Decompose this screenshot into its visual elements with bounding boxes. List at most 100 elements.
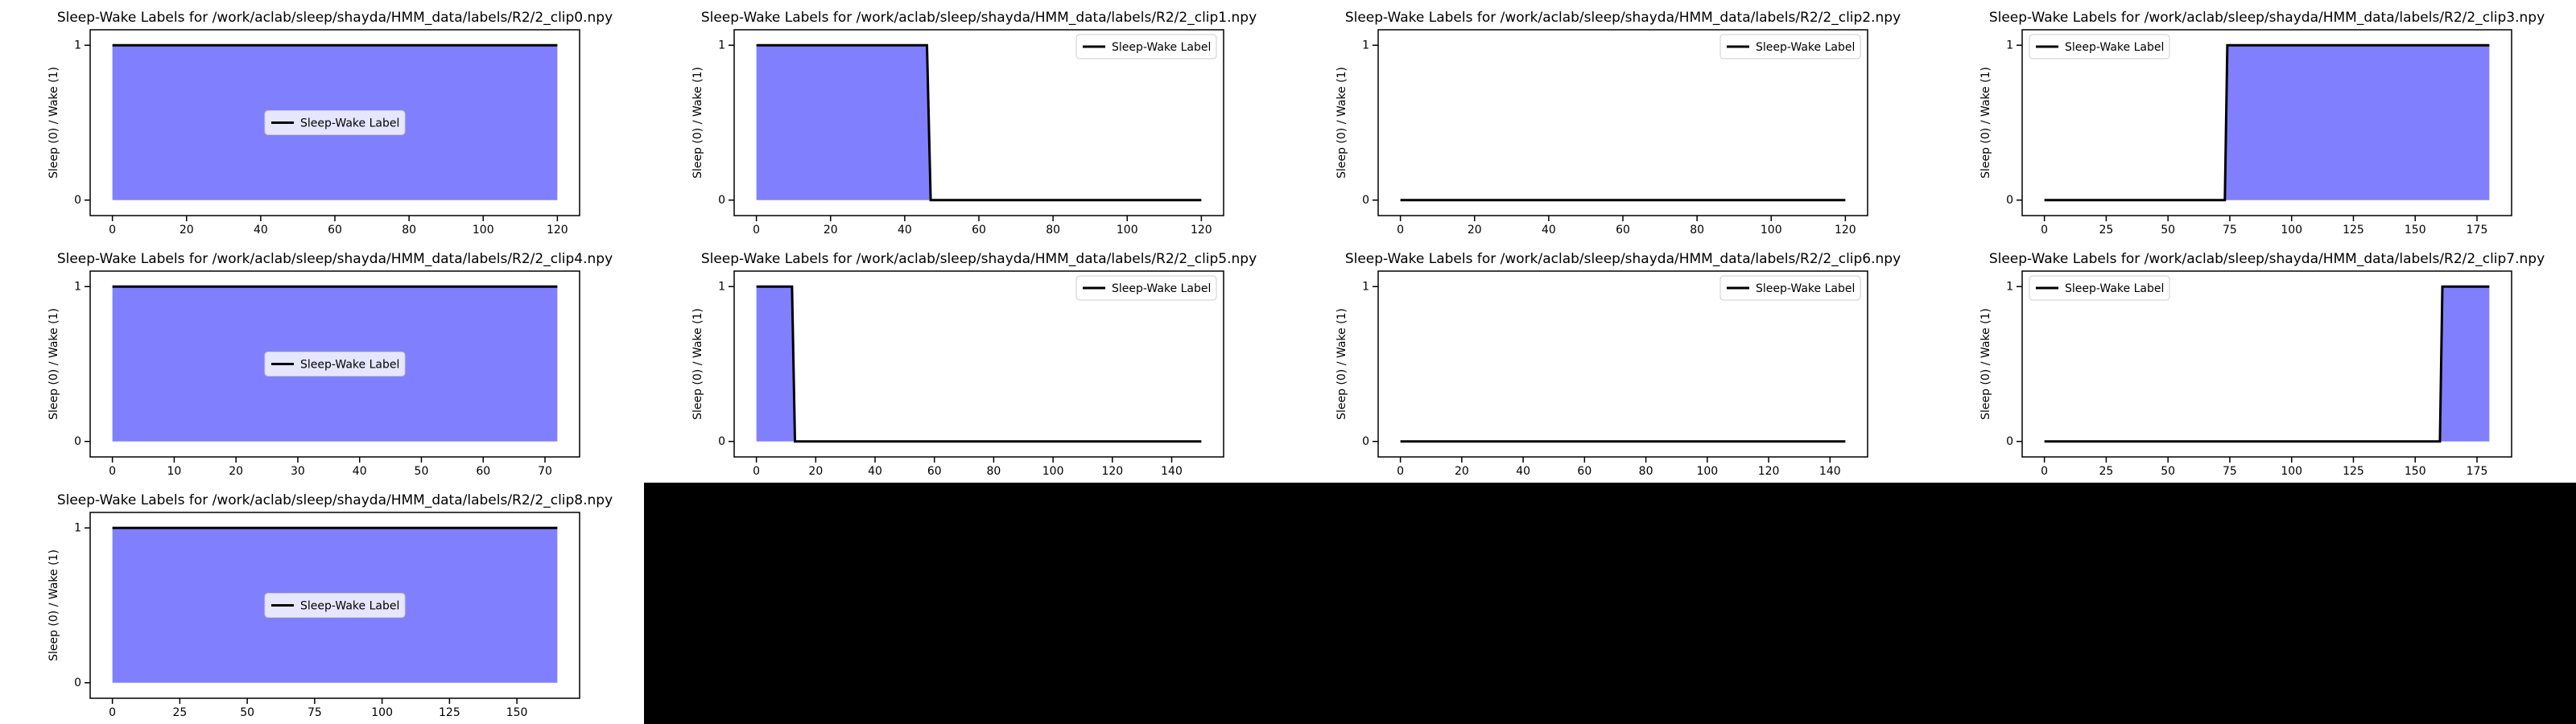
x-tick-label: 140 — [1819, 465, 1841, 478]
chart-title: Sleep-Wake Labels for /work/aclab/sleep/… — [57, 251, 613, 267]
legend-box — [1075, 34, 1217, 60]
legend: Sleep-Wake Label — [2029, 275, 2170, 301]
x-tick-label: 40 — [353, 465, 367, 478]
chart-title: Sleep-Wake Labels for /work/aclab/sleep/… — [1345, 251, 1901, 267]
chart: Sleep-Wake Labels for /work/aclab/sleep/… — [691, 10, 1257, 237]
legend: Sleep-Wake Label — [1719, 275, 1861, 301]
x-tick-label: 60 — [1577, 465, 1591, 478]
chart: Sleep-Wake Labels for /work/aclab/sleep/… — [47, 10, 613, 237]
area-fill — [2044, 45, 2490, 200]
legend-label: Sleep-Wake Label — [300, 600, 399, 613]
x-tick-label: 80 — [987, 465, 1001, 478]
y-tick-label: 0 — [74, 194, 81, 207]
legend-label: Sleep-Wake Label — [1112, 282, 1211, 295]
chart-title: Sleep-Wake Labels for /work/aclab/sleep/… — [701, 251, 1257, 267]
y-tick-label: 0 — [74, 677, 81, 689]
x-tick-label: 50 — [2161, 224, 2175, 237]
x-tick-label: 40 — [1516, 465, 1530, 478]
y-tick-label: 0 — [2006, 435, 2013, 448]
y-tick-label: 0 — [718, 194, 725, 207]
chart-title: Sleep-Wake Labels for /work/aclab/sleep/… — [701, 10, 1257, 26]
x-tick-label: 0 — [109, 465, 116, 478]
legend-box — [264, 352, 406, 376]
x-tick-label: 100 — [1761, 224, 1782, 237]
y-axis-label: Sleep (0) / Wake (1) — [1979, 67, 1992, 179]
x-tick-label: 70 — [538, 465, 552, 478]
x-tick-label: 125 — [439, 706, 460, 719]
x-tick-label: 0 — [1397, 465, 1404, 478]
x-tick-label: 80 — [1639, 465, 1653, 478]
area-fill — [2044, 286, 2490, 442]
legend-box — [264, 593, 406, 618]
legend: Sleep-Wake Label — [264, 352, 406, 376]
legend: Sleep-Wake Label — [264, 110, 406, 135]
axes-frame — [733, 270, 1224, 458]
line — [2044, 43, 2490, 202]
empty-area — [644, 483, 2576, 724]
legend-label: Sleep-Wake Label — [2065, 282, 2164, 295]
x-tick-label: 20 — [808, 465, 823, 478]
x-tick-label: 40 — [898, 224, 912, 237]
x-tick-label: 60 — [972, 224, 986, 237]
area-fill — [756, 286, 1202, 442]
y-tick-label: 0 — [2006, 194, 2013, 207]
x-tick-label: 50 — [240, 706, 254, 719]
legend-box — [1719, 34, 1861, 60]
y-tick-label: 1 — [74, 280, 81, 293]
line — [756, 43, 1202, 202]
area-fill — [756, 45, 1202, 200]
legend-box — [2029, 34, 2170, 60]
x-tick-label: 20 — [1468, 224, 1482, 237]
chart: Sleep-Wake Labels for /work/aclab/sleep/… — [1335, 251, 1901, 478]
legend-label: Sleep-Wake Label — [1756, 282, 1855, 295]
x-tick-label: 60 — [476, 465, 490, 478]
x-tick-label: 60 — [328, 224, 342, 237]
x-tick-label: 150 — [506, 706, 528, 719]
x-tick-label: 100 — [473, 224, 494, 237]
legend-label: Sleep-Wake Label — [1756, 41, 1855, 54]
x-tick-label: 100 — [2281, 465, 2302, 478]
y-tick-label: 1 — [2006, 39, 2013, 51]
x-tick-label: 0 — [1397, 224, 1404, 237]
x-tick-label: 0 — [2041, 465, 2048, 478]
y-axis-label: Sleep (0) / Wake (1) — [47, 549, 60, 661]
y-tick-label: 1 — [1362, 280, 1369, 293]
y-tick-label: 1 — [74, 521, 81, 534]
y-tick-label: 1 — [1362, 39, 1369, 51]
legend-box — [264, 110, 406, 135]
chart: Sleep-Wake Labels for /work/aclab/sleep/… — [1979, 251, 2545, 478]
chart-title: Sleep-Wake Labels for /work/aclab/sleep/… — [1989, 251, 2545, 267]
x-tick-label: 75 — [2223, 465, 2237, 478]
x-tick-label: 30 — [291, 465, 305, 478]
y-axis-label: Sleep (0) / Wake (1) — [47, 67, 60, 179]
y-axis-label: Sleep (0) / Wake (1) — [691, 67, 704, 179]
chart-title: Sleep-Wake Labels for /work/aclab/sleep/… — [1989, 10, 2545, 26]
y-axis-label: Sleep (0) / Wake (1) — [47, 308, 60, 420]
x-tick-label: 120 — [547, 224, 568, 237]
x-tick-label: 10 — [167, 465, 181, 478]
x-tick-label: 175 — [2467, 465, 2488, 478]
y-axis-label: Sleep (0) / Wake (1) — [1335, 308, 1348, 420]
x-tick-label: 20 — [180, 224, 194, 237]
y-tick-label: 0 — [1362, 435, 1369, 448]
x-tick-label: 20 — [229, 465, 243, 478]
chart-title: Sleep-Wake Labels for /work/aclab/sleep/… — [57, 492, 613, 508]
axes-frame — [2021, 270, 2512, 458]
legend-label: Sleep-Wake Label — [2065, 41, 2164, 54]
legend-box — [2029, 275, 2170, 301]
line — [2044, 285, 2490, 443]
x-tick-label: 0 — [109, 706, 116, 719]
y-tick-label: 1 — [718, 280, 725, 293]
x-tick-label: 75 — [2223, 224, 2237, 237]
x-tick-label: 125 — [2343, 465, 2364, 478]
x-tick-label: 0 — [2041, 224, 2048, 237]
chart-title: Sleep-Wake Labels for /work/aclab/sleep/… — [1345, 10, 1901, 26]
y-tick-label: 0 — [74, 435, 81, 448]
legend-box — [1719, 275, 1861, 301]
axes-frame — [89, 512, 580, 699]
y-tick-label: 0 — [718, 435, 725, 448]
x-tick-label: 140 — [1161, 465, 1183, 478]
x-tick-label: 120 — [1191, 224, 1212, 237]
